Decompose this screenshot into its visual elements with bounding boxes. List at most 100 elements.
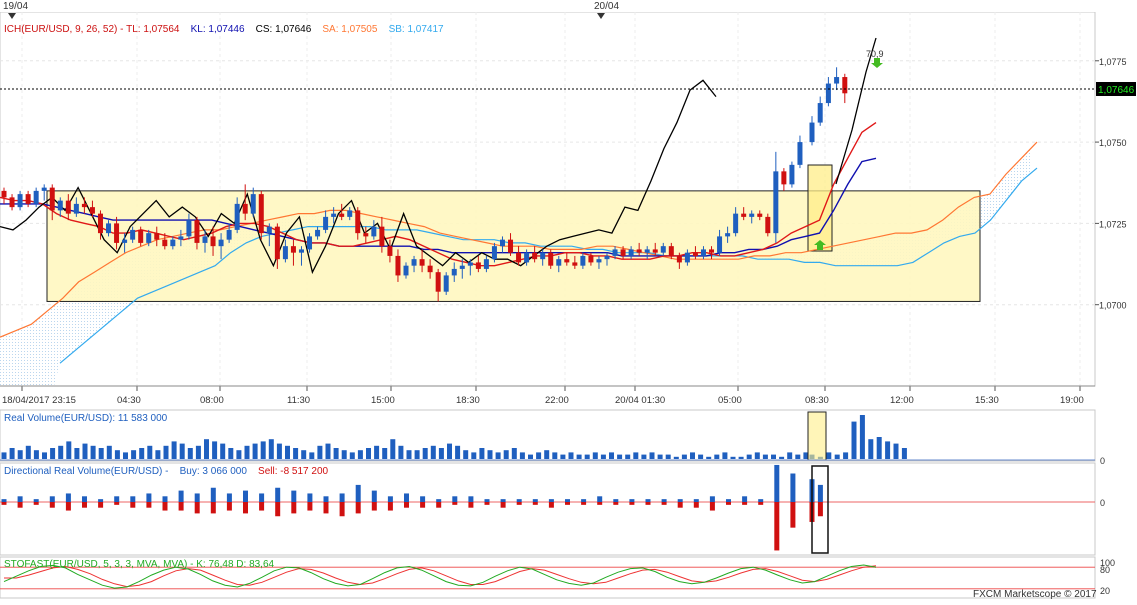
buy-bar <box>355 484 361 502</box>
volume-bar <box>592 452 598 459</box>
volume-bar <box>730 456 736 459</box>
candle-body <box>138 229 144 243</box>
candle-body <box>483 259 489 269</box>
volume-bar <box>139 448 145 459</box>
volume-bar <box>779 456 785 459</box>
volume-bar <box>171 441 177 459</box>
buy-bar <box>33 499 39 502</box>
volume-bar <box>681 454 687 459</box>
candle-body <box>725 233 731 237</box>
sell-bar <box>677 502 683 508</box>
candle-body <box>451 268 457 276</box>
buy-bar <box>17 496 23 502</box>
candle-body <box>25 194 31 204</box>
sell-bar <box>613 502 619 505</box>
volume-bar <box>147 445 153 459</box>
buy-bar <box>339 493 345 502</box>
buy-bar <box>259 493 265 502</box>
buy-bar <box>468 496 474 502</box>
candle-body <box>363 233 369 237</box>
volume-bar <box>131 450 137 459</box>
sell-bar <box>339 502 345 517</box>
sell-bar <box>436 502 442 508</box>
buy-bar <box>436 499 442 502</box>
candle-body <box>668 246 674 256</box>
candle-body <box>676 255 682 263</box>
candle-body <box>644 249 650 253</box>
volume-bar <box>471 452 477 459</box>
volume-bar <box>503 450 509 459</box>
y-tick-label: 1,0700 <box>1099 301 1127 311</box>
candles <box>1 67 848 302</box>
candle-body <box>636 249 642 253</box>
buy-bar <box>178 490 184 502</box>
buy-bar <box>49 496 55 502</box>
volume-bar <box>576 454 582 459</box>
volume-bar <box>544 450 550 459</box>
candle-body <box>33 190 39 204</box>
buy-bar <box>307 493 313 502</box>
sell-bar <box>33 502 39 505</box>
buy-bar <box>677 499 683 502</box>
volume-bar <box>633 452 639 459</box>
buy-bar <box>194 493 200 502</box>
tenkan-sen-line <box>0 122 877 267</box>
buy-bar <box>613 499 619 502</box>
volume-bar <box>17 450 23 459</box>
sell-bar <box>516 502 522 505</box>
volume-bar <box>187 448 193 459</box>
volume-bar <box>98 448 104 459</box>
candle-body <box>106 223 112 234</box>
candle-body <box>41 187 47 191</box>
volume-bar <box>746 454 752 459</box>
candle-body <box>789 164 795 185</box>
candle-body <box>154 233 160 240</box>
sell-bar <box>468 502 474 508</box>
directional-label: Directional Real Volume(EUR/USD) - <box>4 466 169 477</box>
candle-body <box>146 233 152 243</box>
candle-body <box>692 252 698 256</box>
candle-body <box>532 252 538 260</box>
candle-body <box>339 213 345 217</box>
sell-bar <box>817 502 823 517</box>
sell-bar <box>243 502 248 514</box>
volume-bar <box>560 454 566 459</box>
candle-body <box>717 236 723 253</box>
volume-bar <box>123 452 128 459</box>
date-marker-icon <box>8 13 16 19</box>
volume-bar <box>617 454 623 459</box>
buy-bar <box>709 496 715 502</box>
breakout-box <box>807 164 833 252</box>
candle-body <box>81 203 87 208</box>
buy-bar <box>1 499 7 502</box>
volume-bar <box>885 441 891 459</box>
candle-body <box>797 142 803 165</box>
buy-bar <box>210 487 216 502</box>
candle-body <box>427 265 433 273</box>
sell-bar <box>581 502 587 505</box>
volume-bar <box>90 445 96 459</box>
volume-bar <box>868 439 874 459</box>
candle-body <box>765 216 771 234</box>
volume-bar <box>901 448 907 459</box>
volume-bar <box>25 445 31 459</box>
volume-bar <box>609 452 614 459</box>
candle-body <box>73 203 79 214</box>
sell-bar <box>629 502 635 505</box>
sell-bar <box>565 502 570 505</box>
volume-bar <box>179 443 185 459</box>
directional-bars <box>0 464 1095 554</box>
sell-bar <box>291 502 297 514</box>
candle-body <box>97 213 103 234</box>
candle-body <box>809 122 815 143</box>
x-tick-label: 18:30 <box>456 395 480 406</box>
volume-bar <box>649 452 655 459</box>
volume-bar <box>698 454 704 459</box>
candle-body <box>65 200 71 214</box>
buy-bar <box>484 499 490 502</box>
volume-bar <box>430 445 436 459</box>
volume-bar <box>495 452 501 459</box>
buy-bar <box>243 490 248 502</box>
candle-body <box>580 255 586 266</box>
volume-bar <box>706 456 712 459</box>
